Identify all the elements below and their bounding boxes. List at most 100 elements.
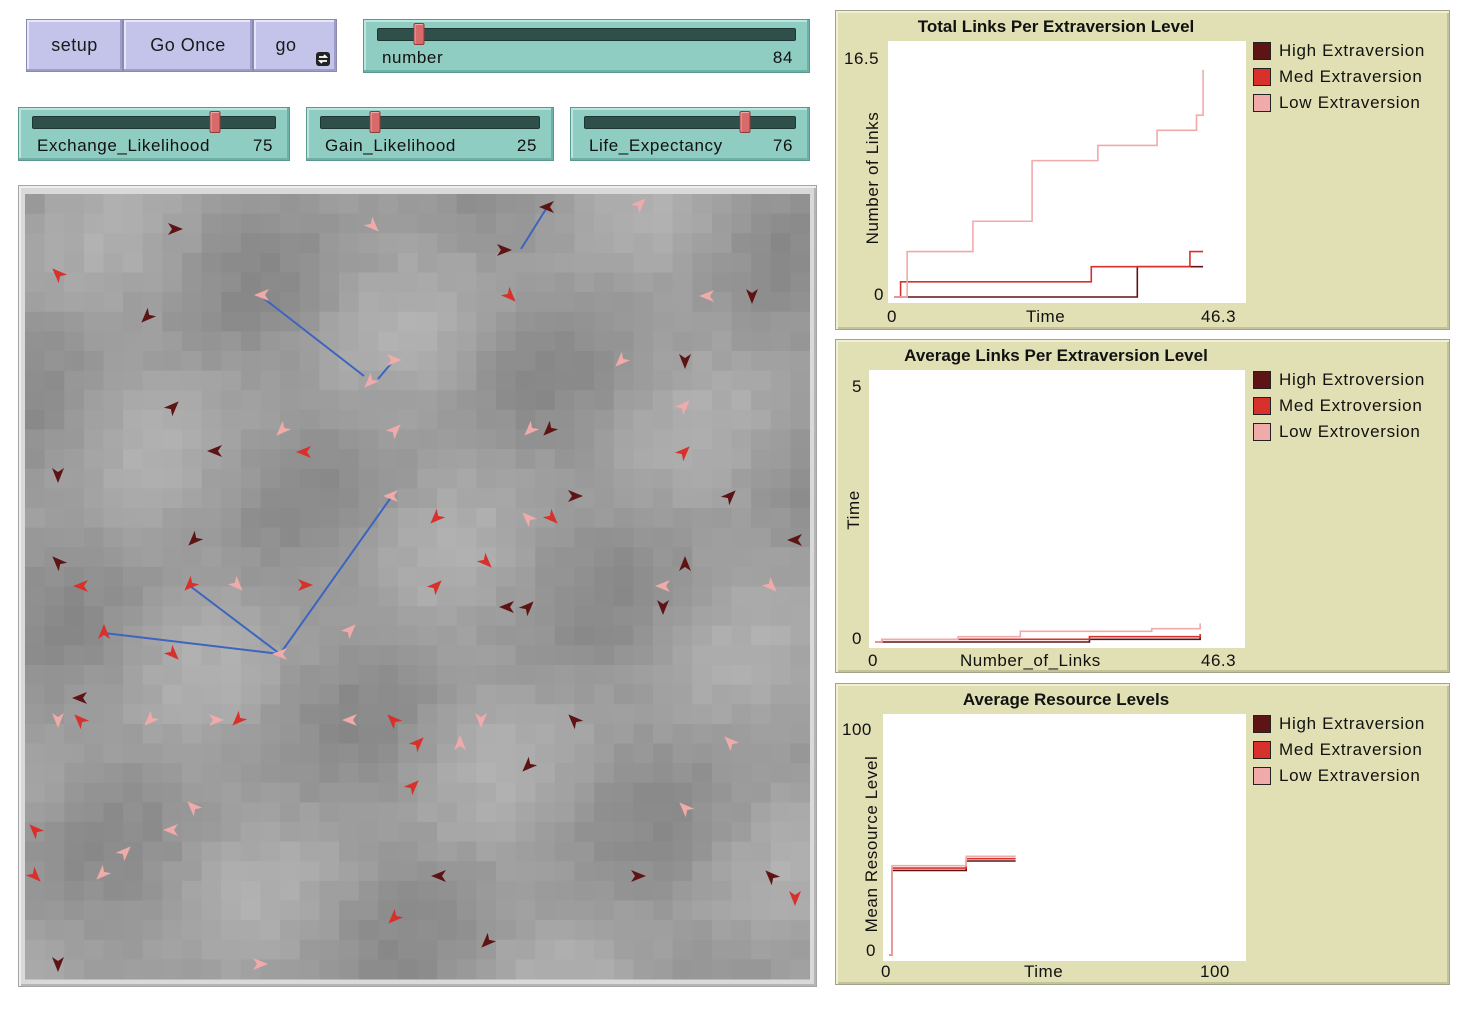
agent-turtle bbox=[720, 490, 736, 506]
agent-turtle bbox=[543, 420, 559, 436]
slider-label: Gain_Likelihood bbox=[325, 136, 456, 155]
agent-turtle bbox=[476, 552, 492, 568]
agent-turtle bbox=[522, 756, 538, 772]
agent-turtle bbox=[298, 579, 313, 591]
agent-turtle bbox=[499, 601, 514, 613]
plot-chart bbox=[889, 855, 1016, 956]
legend-swatch bbox=[1253, 715, 1271, 733]
agent-turtle bbox=[74, 714, 90, 730]
plot-total-links: Total Links Per Extraversion Level 16.5 … bbox=[835, 10, 1450, 330]
legend-item: High Extraversion bbox=[1253, 711, 1425, 737]
slider-track[interactable] bbox=[377, 28, 796, 41]
legend-item: Low Extraversion bbox=[1253, 90, 1425, 116]
setup-button[interactable]: setup bbox=[26, 19, 123, 72]
legend-swatch bbox=[1253, 68, 1271, 86]
agent-turtle bbox=[364, 372, 380, 388]
slider-label: Life_Expectancy bbox=[589, 136, 723, 155]
slider-label: Exchange_Likelihood bbox=[37, 136, 211, 155]
slider-thumb[interactable] bbox=[369, 111, 381, 133]
series-line-med-extraversion bbox=[894, 250, 1204, 298]
agent-turtle bbox=[454, 735, 466, 750]
agent-turtle bbox=[674, 446, 690, 462]
y-min-label: 0 bbox=[874, 285, 884, 304]
agent-turtle bbox=[500, 286, 516, 302]
agent-turtle bbox=[340, 624, 356, 640]
slider-label: number bbox=[382, 48, 444, 67]
slider-thumb[interactable] bbox=[209, 111, 221, 133]
agent-turtle bbox=[188, 530, 204, 546]
agent-turtle bbox=[765, 870, 781, 886]
legend-item: Med Extraversion bbox=[1253, 64, 1425, 90]
plot-title: Average Links Per Extraversion Level bbox=[904, 346, 1208, 365]
legend-label: Med Extroversion bbox=[1279, 396, 1423, 415]
agent-turtle bbox=[724, 736, 740, 752]
life-expectancy-slider[interactable]: Life_Expectancy 76 bbox=[570, 107, 810, 161]
series-line-low-extraversion bbox=[894, 69, 1204, 298]
slider-track[interactable] bbox=[32, 116, 276, 129]
x-max-label: 46.3 bbox=[1201, 307, 1237, 326]
slider-track[interactable] bbox=[320, 116, 540, 129]
legend-swatch bbox=[1253, 94, 1271, 112]
slider-value: 25 bbox=[516, 136, 537, 155]
agent-turtle bbox=[679, 802, 695, 818]
x-min-label: 0 bbox=[887, 307, 897, 326]
agent-turtle bbox=[227, 575, 243, 591]
y-axis-label: Mean Resource Level bbox=[862, 755, 881, 933]
plot-title: Total Links Per Extraversion Level bbox=[917, 17, 1195, 36]
agent-turtle bbox=[163, 644, 179, 660]
plot-chart bbox=[875, 623, 1201, 643]
agent-turtle bbox=[518, 601, 534, 617]
agent-turtle bbox=[29, 824, 45, 840]
go-forever-button[interactable]: go bbox=[253, 19, 337, 72]
agent-turtle bbox=[497, 244, 512, 256]
gain-likelihood-slider[interactable]: Gain_Likelihood 25 bbox=[306, 107, 554, 161]
agent-turtle bbox=[426, 580, 442, 596]
x-axis-label: Time bbox=[1026, 307, 1066, 326]
plot-chart bbox=[894, 69, 1204, 298]
legend-item: Low Extroversion bbox=[1253, 419, 1425, 445]
legend-item: High Extraversion bbox=[1253, 38, 1425, 64]
legend-label: Low Extraversion bbox=[1279, 766, 1421, 785]
legend-label: High Extraversion bbox=[1279, 714, 1426, 733]
series-line-med-extroversion bbox=[875, 634, 1201, 643]
agent-turtle bbox=[387, 714, 403, 730]
agent-turtle bbox=[431, 870, 446, 882]
agent-turtle bbox=[72, 692, 87, 704]
agent-turtle bbox=[187, 801, 203, 817]
legend-item: High Extroversion bbox=[1253, 367, 1425, 393]
world-view[interactable] bbox=[18, 185, 817, 987]
agent-turtle bbox=[679, 354, 691, 369]
agent-turtle bbox=[168, 223, 183, 235]
agent-turtle bbox=[52, 713, 64, 728]
go-once-button[interactable]: Go Once bbox=[123, 19, 253, 72]
exchange-likelihood-slider[interactable]: Exchange_Likelihood 75 bbox=[18, 107, 290, 161]
slider-value: 76 bbox=[772, 136, 793, 155]
legend-label: High Extroversion bbox=[1279, 370, 1426, 389]
agent-turtle bbox=[387, 354, 402, 366]
agent-turtle bbox=[615, 351, 631, 367]
agent-turtle bbox=[52, 268, 68, 284]
plot-legend: High Extraversion Med Extraversion Low E… bbox=[1253, 38, 1425, 116]
slider-value: 75 bbox=[252, 136, 273, 155]
plot-area bbox=[869, 370, 1245, 648]
agent-link bbox=[279, 495, 393, 655]
agent-turtle bbox=[296, 446, 311, 458]
slider-track[interactable] bbox=[584, 116, 796, 129]
plot-area bbox=[888, 41, 1246, 303]
agent-turtle bbox=[746, 289, 758, 304]
slider-thumb[interactable] bbox=[739, 111, 751, 133]
agent-link bbox=[103, 632, 281, 655]
number-slider[interactable]: number 84 bbox=[363, 19, 810, 73]
legend-label: Med Extraversion bbox=[1279, 67, 1423, 86]
legend-swatch bbox=[1253, 371, 1271, 389]
world-canvas[interactable] bbox=[25, 194, 810, 980]
slider-thumb[interactable] bbox=[413, 23, 425, 45]
agent-turtle bbox=[568, 490, 583, 502]
x-axis-label: Number_of_Links bbox=[960, 651, 1101, 670]
agent-turtle bbox=[383, 490, 398, 502]
y-min-label: 0 bbox=[866, 941, 876, 960]
agent-turtle bbox=[253, 958, 268, 970]
agent-turtle bbox=[631, 870, 646, 882]
x-min-label: 0 bbox=[868, 651, 878, 670]
agent-turtle bbox=[144, 710, 160, 726]
